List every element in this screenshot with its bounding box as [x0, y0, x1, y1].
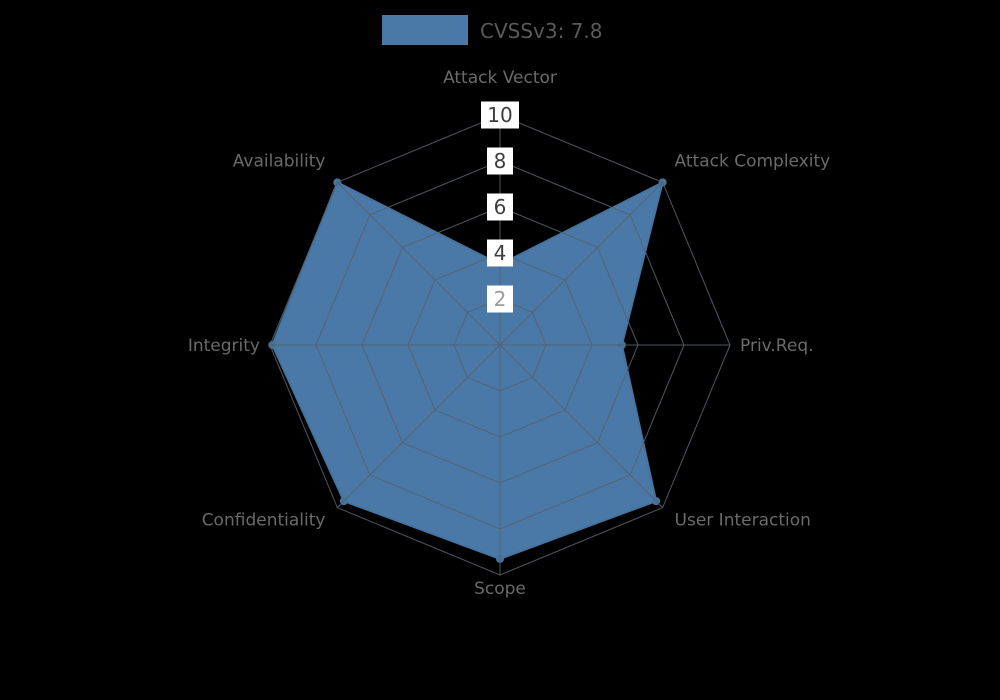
radial-tick-labels: 2 4 6 8 10 — [481, 101, 519, 313]
series-polygon — [271, 180, 665, 560]
legend: CVSSv3: 7.8 — [382, 15, 603, 45]
tick-label: 8 — [494, 149, 507, 173]
tick-box — [481, 101, 519, 129]
category-label-attack-vector: Attack Vector — [443, 68, 557, 88]
grid-spoke — [337, 182, 501, 346]
grid-spoke — [499, 182, 663, 346]
category-label-confidentiality: Confidentiality — [202, 511, 326, 531]
legend-label: CVSSv3: 7.8 — [480, 19, 603, 43]
tick-box — [487, 239, 513, 267]
category-label-scope: Scope — [474, 579, 526, 599]
grid-spoke — [337, 344, 501, 508]
category-label-priv-req-: Priv.Req. — [740, 336, 814, 356]
grid-spoke — [499, 344, 663, 508]
category-label-integrity: Integrity — [188, 336, 260, 356]
tick-label: 6 — [494, 195, 507, 219]
tick-box — [487, 193, 513, 221]
tick-label: 4 — [494, 241, 507, 265]
category-label-attack-complexity: Attack Complexity — [675, 151, 831, 171]
legend-swatch — [382, 15, 468, 45]
category-label-user-interaction: User Interaction — [675, 511, 811, 531]
tick-label: 2 — [494, 287, 507, 311]
category-labels: Attack Vector Attack Complexity Priv.Req. U… — [188, 68, 830, 599]
tick-box — [487, 147, 513, 175]
radar-series — [268, 178, 667, 563]
category-label-availability: Availability — [233, 151, 326, 171]
tick-box — [487, 285, 513, 313]
radar-grid — [269, 114, 731, 576]
tick-label: 10 — [487, 103, 512, 127]
